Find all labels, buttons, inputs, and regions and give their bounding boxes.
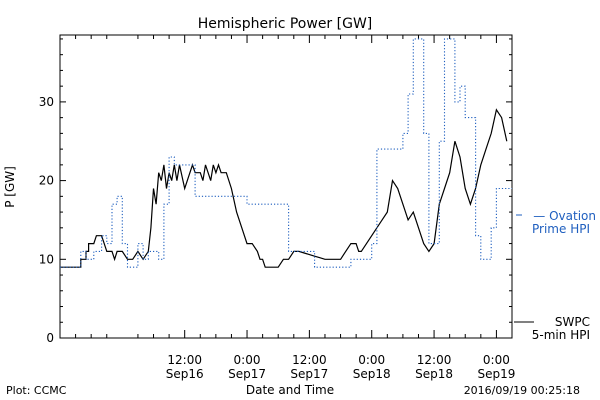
series-line-swpc-5min-hpi [60, 108, 508, 268]
x-tick-date-label: Sep19 [477, 367, 515, 381]
x-tick-time-label: 0:00 [483, 353, 510, 367]
legend-label-swpc-line1: SWPC [555, 315, 590, 329]
legend-label-ovation-line2: Prime HPI [532, 222, 590, 236]
y-tick-label: 0 [46, 331, 54, 345]
x-tick-time-label: 12:00 [292, 353, 327, 367]
x-tick-date-label: Sep18 [415, 367, 453, 381]
legend-label-swpc-line2: 5-min HPI [532, 328, 590, 342]
plot-border [59, 34, 513, 339]
y-axis: 0 10 20 30 [39, 38, 512, 345]
x-axis-label: Date and Time [246, 383, 334, 397]
y-tick-label: 30 [39, 95, 54, 109]
x-tick-date-label: Sep18 [353, 367, 391, 381]
y-tick-label: 20 [39, 174, 54, 188]
plot-timestamp: 2016/09/19 00:25:18 [464, 384, 580, 397]
y-tick-label: 10 [39, 252, 54, 266]
x-tick-date-label: Sep16 [166, 367, 204, 381]
series-line-ovation-prime-hpi [60, 38, 512, 268]
series-layer [60, 38, 512, 268]
x-tick-time-label: 0:00 [358, 353, 385, 367]
x-tick-date-label: Sep17 [290, 367, 328, 381]
x-tick-time-label: 12:00 [417, 353, 452, 367]
x-tick-time-label: 12:00 [167, 353, 202, 367]
x-tick-date-label: Sep17 [228, 367, 266, 381]
x-axis: 12:00Sep160:00Sep1712:00Sep170:00Sep1812… [75, 35, 515, 381]
y-axis-label: P [GW] [3, 166, 17, 208]
x-tick-time-label: 0:00 [234, 353, 261, 367]
legend-label-ovation-line1: — Ovation [533, 209, 596, 223]
chart-title: Hemispheric Power [GW] [198, 16, 373, 32]
plot-credit: Plot: CCMC [6, 384, 67, 397]
plot-area [59, 34, 513, 339]
